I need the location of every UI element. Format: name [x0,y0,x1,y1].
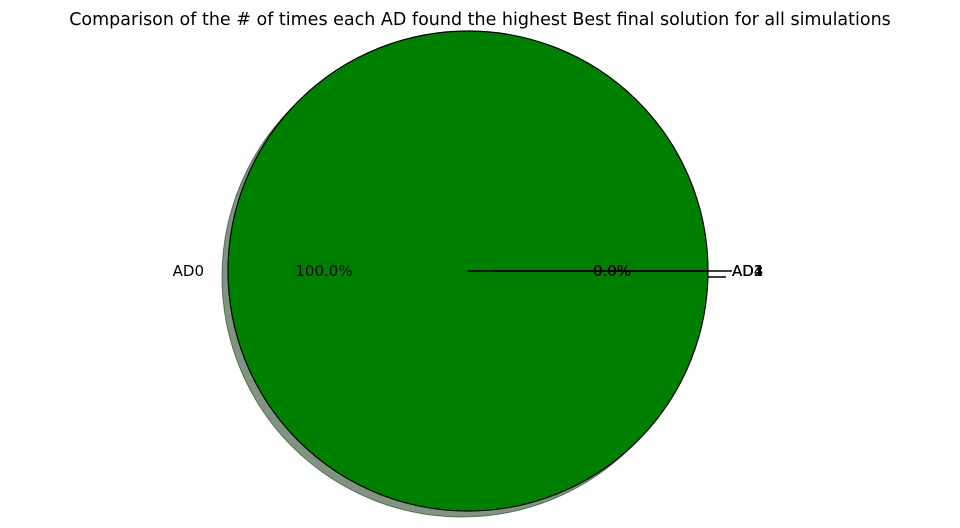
chart-title: Comparison of the # of times each AD fou… [69,10,891,30]
slice-label-ad1: AD1 [732,262,763,280]
slice-percent-ad1: 0.0% [593,262,631,280]
slice-percent-ad3: 0.0% [593,262,631,280]
slice-label-ad3: AD3 [732,262,763,280]
slice-percent-ad4: 0.0% [593,262,631,280]
slice-label-ad0: AD0 [173,262,204,280]
slice-percent-ad0: 100.0% [295,262,352,280]
slice-percent-ad2: 0.0% [593,262,631,280]
pie-slices [227,30,732,512]
slice-label-ad4: AD4 [732,262,763,280]
slice-label-ad2: AD2 [732,262,763,280]
